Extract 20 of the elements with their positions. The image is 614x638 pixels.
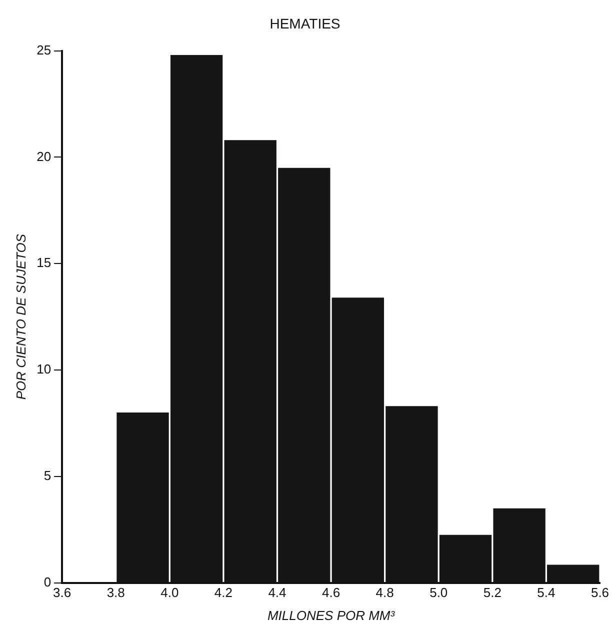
x-tick-label: 5.2	[483, 585, 502, 600]
y-tick-label: 0	[44, 574, 52, 590]
x-tick-label: 4.6	[322, 585, 340, 600]
x-tick-label: 5.4	[537, 585, 556, 600]
x-tick-label: 5.6	[590, 585, 610, 600]
x-axis-title: MILLONES POR MM³	[267, 608, 396, 623]
x-tick-label: 4.2	[214, 585, 232, 600]
x-tick-label: 4.4	[268, 585, 286, 600]
y-tick-label: 20	[36, 148, 52, 164]
y-axis-title: POR CIENTO DE SUJETOS	[13, 234, 28, 400]
x-tick-label: 4.8	[376, 585, 394, 600]
x-tick-label: 3.6	[53, 585, 72, 600]
y-tick-label: 10	[36, 362, 52, 377]
y-tick-label: 15	[36, 255, 52, 270]
x-tick-label: 3.8	[106, 585, 125, 600]
x-tick-label: 5.0	[430, 585, 448, 600]
y-tick-label: 25	[36, 42, 52, 58]
y-tick-label: 5	[44, 468, 52, 483]
x-tick-label: 4.0	[160, 585, 179, 600]
chart-title: HEMATIES	[270, 15, 340, 32]
